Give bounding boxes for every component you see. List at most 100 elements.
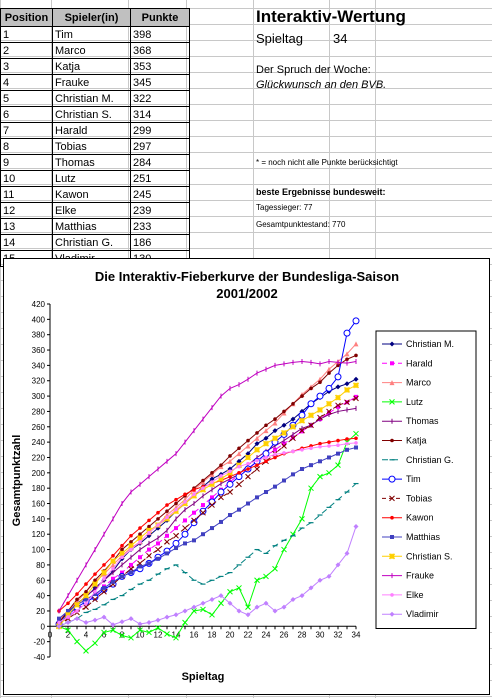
point-marker bbox=[228, 454, 232, 458]
position-cell: 5 bbox=[0, 90, 53, 107]
series-matthias bbox=[57, 445, 358, 621]
x-tick-label: 18 bbox=[208, 630, 217, 639]
series-marco bbox=[56, 341, 359, 623]
point-marker bbox=[389, 495, 395, 502]
point-marker bbox=[101, 588, 107, 595]
point-marker bbox=[155, 546, 161, 553]
point-marker bbox=[335, 462, 341, 469]
point-marker bbox=[245, 473, 251, 480]
point-marker bbox=[182, 619, 188, 626]
point-marker bbox=[138, 555, 142, 560]
point-marker bbox=[136, 534, 144, 542]
table-row: 9 Thomas 284 bbox=[0, 154, 190, 171]
point-marker bbox=[353, 430, 359, 437]
point-marker bbox=[74, 638, 80, 645]
points-cell: 233 bbox=[130, 218, 190, 235]
point-marker bbox=[264, 459, 268, 464]
point-marker bbox=[390, 438, 394, 443]
point-marker bbox=[389, 399, 395, 405]
point-marker bbox=[325, 384, 333, 392]
point-marker bbox=[307, 400, 315, 408]
point-marker bbox=[57, 620, 61, 625]
best-results-label: beste Ergebnisse bundesweit: bbox=[256, 187, 386, 197]
point-marker bbox=[300, 429, 304, 434]
point-marker bbox=[129, 547, 133, 552]
point-marker bbox=[344, 399, 350, 406]
y-axis-label: Gesamtpunktzahl bbox=[11, 435, 23, 527]
point-marker bbox=[165, 551, 169, 556]
point-marker bbox=[264, 490, 268, 495]
point-marker bbox=[118, 550, 126, 557]
point-marker bbox=[273, 447, 277, 452]
point-marker bbox=[173, 634, 179, 641]
table-row: 10 Lutz 251 bbox=[0, 170, 190, 187]
point-marker bbox=[208, 481, 216, 488]
y-tick-label: 320 bbox=[32, 377, 46, 386]
page-title: Interaktiv-Wertung bbox=[256, 7, 406, 26]
fever-chart: Die Interaktiv-Fieberkurve der Bundeslig… bbox=[11, 269, 477, 683]
table-row: 11 Kawon 245 bbox=[0, 186, 190, 203]
player-cell: Elke bbox=[52, 202, 131, 219]
position-cell: 13 bbox=[0, 218, 53, 235]
point-marker bbox=[326, 469, 332, 476]
point-marker bbox=[237, 464, 241, 469]
point-marker bbox=[246, 467, 250, 471]
point-marker bbox=[282, 478, 286, 483]
point-marker bbox=[345, 441, 349, 446]
spruch-text: Glückwunsch an den BVB. bbox=[256, 79, 387, 91]
points-cell: 186 bbox=[130, 234, 190, 251]
legend-label: Elke bbox=[406, 590, 424, 600]
y-tick-label: 180 bbox=[32, 484, 46, 493]
point-marker bbox=[119, 619, 125, 625]
points-cell: 245 bbox=[130, 186, 190, 203]
point-marker bbox=[200, 509, 206, 516]
point-marker bbox=[66, 608, 70, 613]
point-marker bbox=[101, 629, 107, 636]
point-marker bbox=[209, 502, 215, 508]
point-marker bbox=[290, 596, 296, 602]
series-line bbox=[58, 447, 357, 620]
point-marker bbox=[110, 562, 116, 568]
legend-label: Katja bbox=[406, 436, 427, 446]
point-marker bbox=[182, 525, 188, 531]
point-marker bbox=[191, 604, 197, 610]
table-row: 4 Frauke 345 bbox=[0, 74, 190, 91]
point-marker bbox=[299, 516, 305, 522]
x-tick-label: 20 bbox=[226, 630, 235, 639]
point-marker bbox=[390, 535, 394, 539]
point-marker bbox=[237, 471, 241, 475]
point-marker bbox=[164, 631, 170, 637]
point-marker bbox=[111, 579, 115, 584]
legend-label: Christian M. bbox=[406, 339, 454, 349]
point-marker bbox=[92, 596, 98, 603]
point-marker bbox=[165, 533, 169, 538]
point-marker bbox=[93, 578, 97, 583]
series-line bbox=[58, 407, 357, 626]
point-marker bbox=[237, 507, 241, 512]
chart-title: Die Interaktiv-Fieberkurve der Bundeslig… bbox=[95, 269, 399, 284]
point-marker bbox=[209, 476, 215, 482]
point-marker bbox=[273, 484, 277, 489]
legend-label: Tim bbox=[406, 474, 421, 484]
point-marker bbox=[308, 585, 314, 591]
point-marker bbox=[236, 481, 242, 488]
table-row: 7 Harald 299 bbox=[0, 122, 190, 139]
table-row: 8 Tobias 297 bbox=[0, 138, 190, 155]
series-christian-g bbox=[56, 482, 359, 627]
point-marker bbox=[146, 629, 152, 636]
chart-subtitle: 2001/2002 bbox=[216, 286, 277, 301]
point-marker bbox=[264, 423, 268, 428]
y-tick-label: 400 bbox=[32, 315, 46, 324]
point-marker bbox=[254, 577, 260, 584]
point-marker bbox=[174, 497, 178, 502]
point-marker bbox=[353, 395, 359, 402]
point-marker bbox=[156, 541, 160, 546]
series-line bbox=[58, 361, 357, 612]
x-tick-label: 12 bbox=[154, 630, 163, 639]
point-marker bbox=[209, 596, 215, 602]
point-marker bbox=[291, 401, 295, 406]
point-marker bbox=[75, 592, 79, 596]
point-marker bbox=[129, 562, 133, 567]
legend-label: Christian G. bbox=[406, 455, 454, 465]
point-marker bbox=[84, 589, 88, 594]
